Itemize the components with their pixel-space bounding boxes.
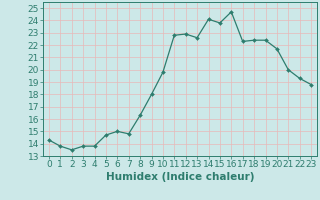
X-axis label: Humidex (Indice chaleur): Humidex (Indice chaleur)	[106, 172, 254, 182]
